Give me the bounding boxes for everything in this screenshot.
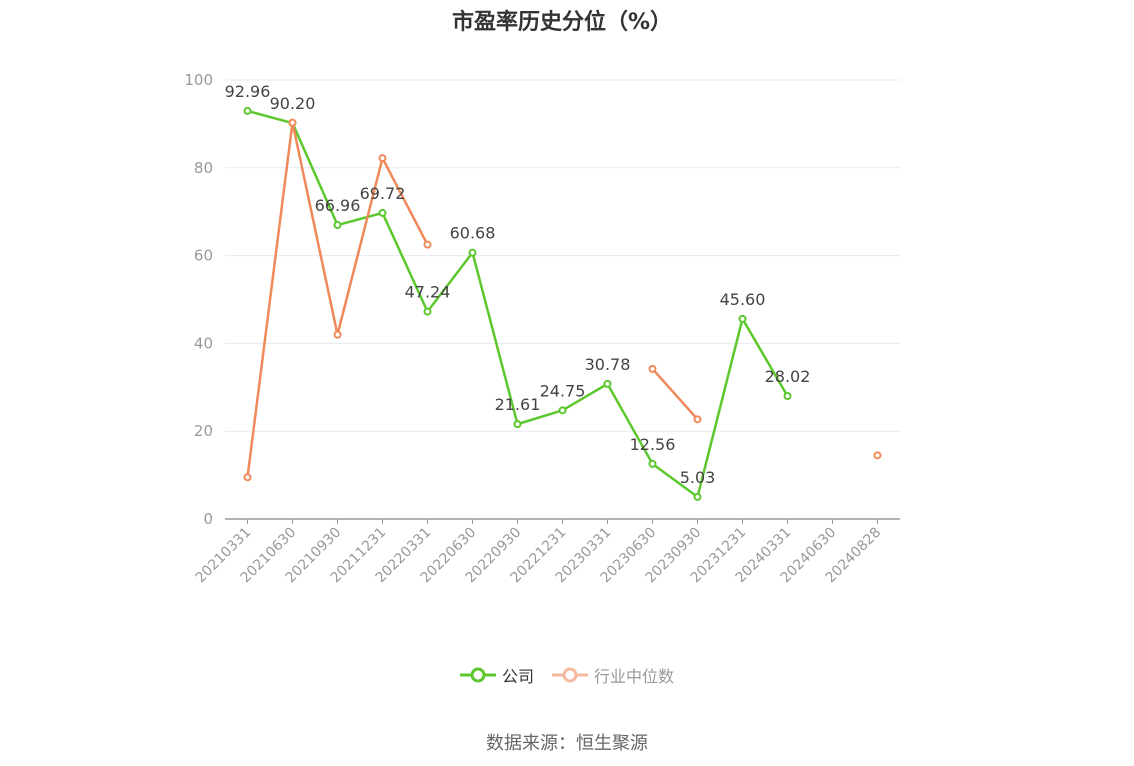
data-label: 69.72 [360,184,406,203]
data-label: 5.03 [680,468,716,487]
legend-industry-icon [552,667,588,683]
data-label: 47.24 [405,283,451,302]
data-point [378,208,387,217]
data-point [423,240,432,249]
y-tick-label: 20 [194,422,213,440]
legend-industry-label: 行业中位数 [594,667,675,686]
series-line-segment [651,367,699,421]
series-line-segment [606,382,654,466]
y-tick-label: 100 [184,71,213,89]
data-point [468,248,477,257]
data-point [783,391,792,400]
data-point [693,415,702,424]
legend-item-industry-median[interactable]: 行业中位数 [552,663,674,687]
data-label: 60.68 [450,224,496,243]
data-point [513,420,522,429]
series-company [243,106,792,501]
data-point [243,473,252,482]
data-label: 24.75 [540,381,586,400]
data-point [423,307,432,316]
data-point [288,118,297,127]
series-line-segment [336,211,384,227]
series-line-segment [246,109,294,125]
series-industry-median [243,118,882,482]
data-point [738,314,747,323]
data-point [558,406,567,415]
chart-title: 市盈率历史分位（%） [451,10,673,35]
data-label: 90.20 [270,94,316,113]
series [243,106,882,501]
series-line-segment [696,317,744,499]
series-line-segment [291,121,339,227]
data-point [603,379,612,388]
y-tick-label: 60 [194,247,213,265]
series-line-segment [561,382,609,412]
legend: 公司 行业中位数 [0,663,1134,687]
series-line-segment [516,409,564,426]
data-point [648,364,657,373]
y-tick-label: 40 [194,334,213,352]
series-line-segment [426,251,474,313]
series-line-segment [741,317,789,398]
y-tick-label: 0 [203,510,213,528]
data-label: 45.60 [720,290,766,309]
data-label: 28.02 [765,367,811,386]
series-line-segment [381,156,429,246]
axes: 0204060801002021033120210630202109302021… [184,71,900,586]
series-line-segment [381,211,429,313]
series-line-segment [246,121,294,479]
legend-item-company[interactable]: 公司 [459,663,534,687]
data-point [648,459,657,468]
series-line-segment [291,121,339,336]
data-point [693,492,702,501]
data-label: 21.61 [495,395,541,414]
data-point [333,330,342,339]
series-line-segment [336,156,384,336]
y-tick-label: 80 [194,159,213,177]
legend-company-label: 公司 [501,667,534,686]
data-label: 92.96 [225,82,271,101]
data-label: 12.56 [630,435,676,454]
legend-company-icon [459,667,496,683]
source-note: 数据来源：恒生聚源 [486,733,648,754]
series-line-segment [471,251,519,426]
grid-lines [225,79,900,432]
data-point [243,106,252,115]
data-label: 30.78 [585,355,631,374]
series-line-segment [651,462,699,499]
data-point [873,451,882,460]
data-point [378,154,387,163]
data-point [333,221,342,230]
data-label: 66.96 [315,196,361,215]
